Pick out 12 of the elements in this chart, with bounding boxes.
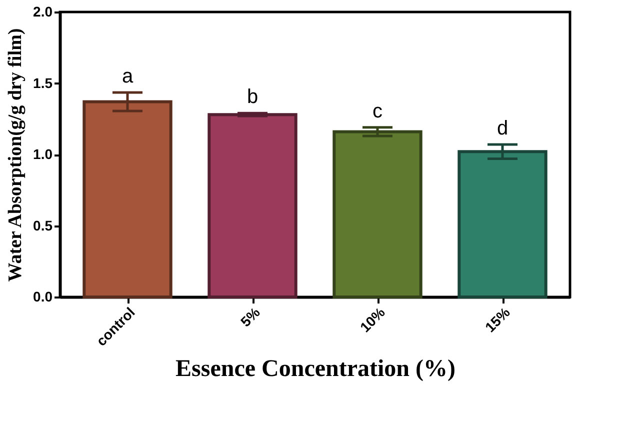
- x-axis-title: Essence Concentration (%): [176, 356, 456, 382]
- y-axis-title: Water Absorption(g/g dry film): [5, 28, 26, 282]
- annotation: c: [372, 100, 382, 122]
- x-tick-label: 5%: [237, 304, 264, 330]
- annotation: d: [496, 118, 508, 140]
- annotation: a: [122, 66, 134, 88]
- y-tick-label: 0.0: [33, 288, 53, 304]
- y-tick-label: 1.5: [33, 74, 53, 91]
- y-tick-label: 0.5: [33, 217, 53, 234]
- annotation: b: [246, 86, 258, 108]
- y-tick-label: 2.0: [33, 4, 53, 20]
- y-tick-label: 1.0: [33, 146, 53, 162]
